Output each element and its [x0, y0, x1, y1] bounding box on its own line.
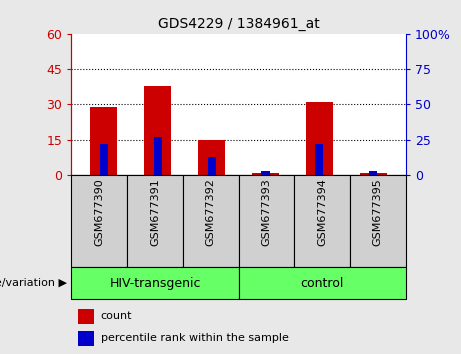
Text: genotype/variation ▶: genotype/variation ▶: [0, 278, 67, 288]
Bar: [78, 331, 94, 346]
Bar: [350, 175, 406, 267]
Bar: [78, 309, 94, 324]
Bar: [239, 267, 406, 299]
Bar: [306, 102, 333, 175]
Bar: [127, 175, 183, 267]
Bar: [90, 107, 117, 175]
Bar: [315, 144, 324, 175]
Text: GSM677391: GSM677391: [150, 178, 160, 246]
Text: count: count: [101, 312, 132, 321]
Bar: [252, 173, 279, 175]
Text: HIV-transgenic: HIV-transgenic: [109, 277, 201, 290]
Bar: [100, 144, 108, 175]
Bar: [198, 140, 225, 175]
Bar: [183, 175, 239, 267]
Bar: [71, 175, 127, 267]
Text: GSM677390: GSM677390: [95, 178, 104, 246]
Text: GSM677392: GSM677392: [206, 178, 216, 246]
Bar: [154, 137, 162, 175]
Text: control: control: [301, 277, 344, 290]
Bar: [239, 175, 294, 267]
Title: GDS4229 / 1384961_at: GDS4229 / 1384961_at: [158, 17, 319, 31]
Bar: [144, 86, 171, 175]
Bar: [207, 157, 216, 175]
Text: percentile rank within the sample: percentile rank within the sample: [101, 333, 289, 343]
Bar: [360, 173, 387, 175]
Text: GSM677395: GSM677395: [373, 178, 383, 246]
Text: GSM677394: GSM677394: [317, 178, 327, 246]
Bar: [261, 171, 270, 175]
Bar: [369, 171, 378, 175]
Bar: [71, 267, 239, 299]
Text: GSM677393: GSM677393: [261, 178, 272, 246]
Bar: [294, 175, 350, 267]
